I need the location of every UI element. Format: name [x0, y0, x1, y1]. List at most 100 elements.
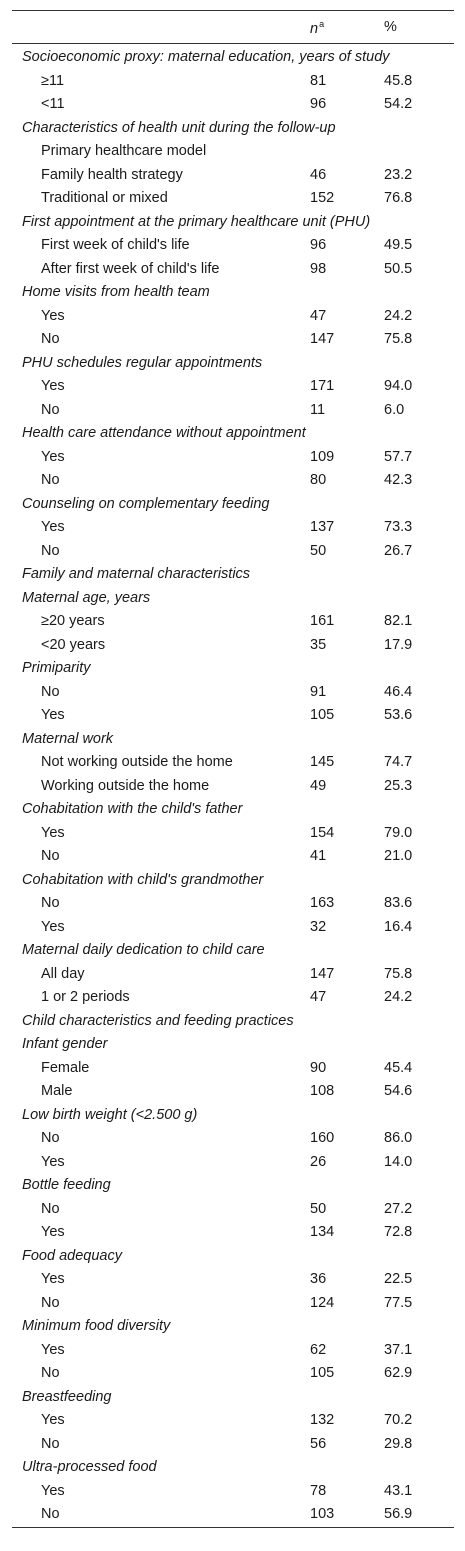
row-label: Yes: [41, 1271, 65, 1287]
row-percent-value: 29.8: [384, 1435, 413, 1452]
row-label: No: [41, 1506, 60, 1522]
row-label: ≥11: [41, 72, 65, 89]
table-row: Traditional or mixed 152 76.8: [12, 187, 454, 211]
row-percent-value: 56.9: [384, 1506, 413, 1522]
section-header-row: Cohabitation with child's grandmother: [12, 869, 454, 893]
table-row: No 163 83.6: [12, 892, 454, 916]
row-n-value: 147: [310, 331, 335, 347]
section-header-row: PHU schedules regular appointments: [12, 352, 454, 376]
row-percent-value: 26.7: [384, 542, 413, 559]
row-label: Yes: [41, 519, 65, 535]
row-label: PHU schedules regular appointments: [22, 354, 263, 371]
row-percent-value: 54.6: [384, 1083, 413, 1099]
row-percent-value: 75.8: [384, 965, 413, 982]
row-n-value: 36: [310, 1271, 327, 1287]
row-label: No: [41, 1130, 60, 1146]
row-percent-value: 82.1: [384, 613, 413, 629]
row-percent-value: 24.2: [384, 307, 413, 324]
row-n-value: 32: [310, 918, 327, 935]
row-label: Low birth weight (<2.500 g): [22, 1106, 198, 1123]
row-percent-value: 76.8: [384, 190, 413, 206]
row-label: Ultra-processed food: [22, 1459, 157, 1475]
table-row: No 160 86.0: [12, 1127, 454, 1151]
row-label: No: [41, 542, 60, 559]
table-row: Yes 47 24.2: [12, 305, 454, 329]
row-label: ≥20 years: [41, 613, 105, 629]
section-header-row: First appointment at the primary healthc…: [12, 211, 454, 235]
row-n-value: 103: [310, 1506, 335, 1522]
row-percent-value: 74.7: [384, 754, 413, 770]
row-n-value: 109: [310, 448, 335, 465]
row-label: No: [41, 1435, 60, 1452]
row-n-value: 96: [310, 96, 327, 112]
row-label: All day: [41, 965, 85, 982]
row-label: Characteristics of health unit during th…: [22, 119, 336, 136]
row-n-value: 161: [310, 613, 335, 629]
table-row: Yes 171 94.0: [12, 375, 454, 399]
row-percent-value: 53.6: [384, 707, 413, 723]
section-header-row: Socioeconomic proxy: maternal education,…: [12, 46, 454, 70]
table-row: ≥11 81 45.8: [12, 70, 454, 94]
row-percent-value: 94.0: [384, 378, 413, 394]
row-label: No: [41, 848, 60, 864]
row-n-value: 124: [310, 1294, 335, 1311]
row-label: No: [41, 1365, 60, 1381]
row-percent-value: 45.4: [384, 1059, 413, 1076]
data-table: na % Socioeconomic proxy: maternal educa…: [12, 10, 454, 1528]
table-row: No 147 75.8: [12, 328, 454, 352]
table-row: No 91 46.4: [12, 681, 454, 705]
row-label: Maternal age, years: [22, 589, 151, 606]
row-percent-value: 72.8: [384, 1224, 413, 1240]
row-n-value: 132: [310, 1412, 335, 1428]
row-n-value: 152: [310, 190, 335, 206]
table-row: No 50 27.2: [12, 1198, 454, 1222]
row-label: No: [41, 683, 60, 700]
table-row: Not working outside the home 145 74.7: [12, 751, 454, 775]
section-header-row: Maternal work: [12, 728, 454, 752]
row-label: First week of child's life: [41, 237, 190, 253]
section-header-row: Maternal age, years: [12, 587, 454, 611]
row-label: Minimum food diversity: [22, 1318, 171, 1334]
row-n-value: 160: [310, 1130, 335, 1146]
n-column-header: na: [310, 19, 324, 37]
row-percent-value: 54.2: [384, 96, 413, 112]
n-header-label: n: [310, 21, 319, 37]
row-n-value: 50: [310, 542, 327, 559]
row-label: Health care attendance without appointme…: [22, 425, 306, 441]
row-percent-value: 75.8: [384, 331, 413, 347]
section-header-row: Child characteristics and feeding practi…: [12, 1010, 454, 1034]
row-n-value: 81: [310, 72, 327, 89]
table-row: Yes 134 72.8: [12, 1221, 454, 1245]
row-label: Yes: [41, 378, 65, 394]
row-label: Yes: [41, 1153, 65, 1170]
table-row: Yes 109 57.7: [12, 446, 454, 470]
row-n-value: 49: [310, 777, 327, 794]
row-label: No: [41, 331, 60, 347]
row-percent-value: 14.0: [384, 1153, 413, 1170]
row-n-value: 108: [310, 1083, 335, 1099]
row-label: Yes: [41, 824, 65, 841]
table-body: Socioeconomic proxy: maternal education,…: [12, 44, 454, 1527]
table-row: No 103 56.9: [12, 1503, 454, 1527]
row-percent-value: 24.2: [384, 989, 413, 1005]
row-n-value: 96: [310, 237, 327, 253]
row-label: Breastfeeding: [22, 1388, 112, 1405]
row-label: Yes: [41, 707, 65, 723]
row-label: Yes: [41, 448, 65, 465]
row-label: Maternal work: [22, 730, 114, 747]
row-label: Food adequacy: [22, 1247, 122, 1264]
section-header-row: Family and maternal characteristics: [12, 563, 454, 587]
row-label: Primary healthcare model: [41, 143, 207, 159]
table-row: Male 108 54.6: [12, 1080, 454, 1104]
row-percent-value: 17.9: [384, 636, 413, 653]
row-label: No: [41, 1200, 60, 1217]
row-percent-value: 22.5: [384, 1271, 413, 1287]
row-n-value: 98: [310, 260, 327, 277]
row-percent-value: 6.0: [384, 401, 405, 418]
row-n-value: 105: [310, 707, 335, 723]
table-row: After first week of child's life 98 50.5: [12, 258, 454, 282]
row-percent-value: 86.0: [384, 1130, 413, 1146]
row-label: No: [41, 401, 60, 418]
row-n-value: 90: [310, 1059, 327, 1076]
row-label: Socioeconomic proxy: maternal education,…: [22, 49, 390, 65]
